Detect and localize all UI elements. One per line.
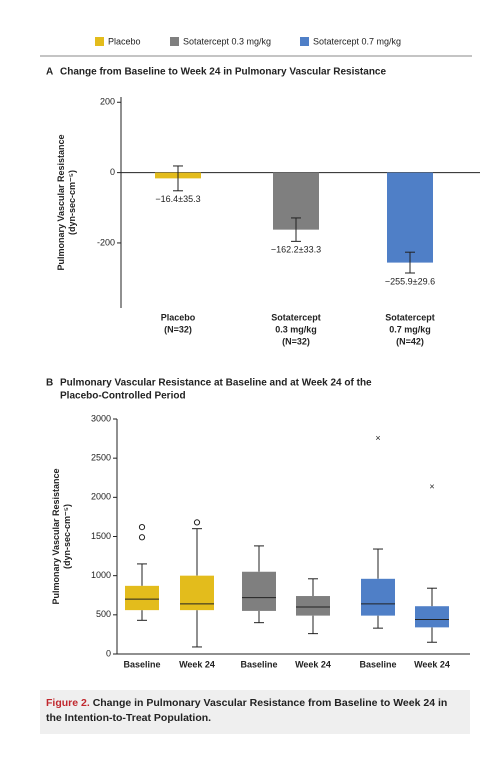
y-axis-label-line: Pulmonary Vascular Resistance <box>51 468 61 604</box>
chart-title: Change from Baseline to Week 24 in Pulmo… <box>60 67 386 78</box>
x-tick-label: Week 24 <box>414 659 450 669</box>
chart-title: Placebo-Controlled Period <box>60 391 186 402</box>
value-label: −16.4±35.3 <box>155 194 200 204</box>
x-tick-label: Placebo <box>161 312 196 322</box>
legend-label: Sotatercept 0.7 mg/kg <box>313 36 401 46</box>
legend-swatch <box>170 37 179 46</box>
value-label: −255.9±29.6 <box>385 276 435 286</box>
chart-title: Pulmonary Vascular Resistance at Baselin… <box>60 378 372 389</box>
y-axis-label: Pulmonary Vascular Resistance(dyn-sec-cm… <box>51 468 72 604</box>
x-tick-label: Baseline <box>240 659 277 669</box>
box <box>296 596 330 616</box>
outlier: × <box>429 482 434 492</box>
box <box>125 585 159 611</box>
y-axis-label-line: (dyn-sec-cm⁻⁵) <box>62 504 72 569</box>
outlier <box>138 534 146 541</box>
box <box>415 606 449 628</box>
outlier <box>193 519 201 526</box>
outlier <box>138 524 146 531</box>
y-tick-label: 1000 <box>91 570 111 580</box>
y-tick-label: 500 <box>96 609 111 619</box>
y-axis-label-line: Pulmonary Vascular Resistance <box>56 134 66 270</box>
x-tick-label: Baseline <box>123 659 160 669</box>
caption-text: Change in Pulmonary Vascular Resistance … <box>46 697 448 724</box>
caption: Figure 2. Change in Pulmonary Vascular R… <box>40 690 470 734</box>
panel-label: B <box>46 378 53 389</box>
legend-swatch <box>95 37 104 46</box>
box <box>180 575 214 611</box>
x-tick-label: (N=32) <box>282 336 310 346</box>
bar <box>387 172 433 263</box>
x-tick-label: (N=42) <box>396 336 424 346</box>
x-tick-label: Week 24 <box>179 659 215 669</box>
x-tick-label: Baseline <box>359 659 396 669</box>
x-tick-label: Sotatercept <box>385 312 435 322</box>
x-tick-label: Week 24 <box>295 659 331 669</box>
y-tick-label: 1500 <box>91 531 111 541</box>
y-tick-label: 3000 <box>91 413 111 423</box>
x-tick-label: 0.3 mg/kg <box>275 324 317 334</box>
outlier: × <box>375 433 380 443</box>
legend-swatch <box>300 37 309 46</box>
value-label: −162.2±33.3 <box>271 245 321 255</box>
y-tick-label: 0 <box>110 167 115 177</box>
x-tick-label: 0.7 mg/kg <box>389 324 431 334</box>
box <box>242 571 276 611</box>
y-tick-label: 200 <box>100 97 115 107</box>
x-tick-label: Sotatercept <box>271 312 321 322</box>
y-axis-label: Pulmonary Vascular Resistance(dyn-sec-cm… <box>56 134 77 270</box>
y-axis-label-line: (dyn-sec-cm⁻⁵) <box>67 170 77 235</box>
figure: Placebo Sotatercept 0.3 mg/kg Sotatercept … <box>40 36 480 669</box>
caption-label: Figure 2. <box>46 697 90 709</box>
y-tick-label: 0 <box>106 648 111 658</box>
y-tick-label: 2000 <box>91 492 111 502</box>
y-tick-label: 2500 <box>91 453 111 463</box>
legend-label: Sotatercept 0.3 mg/kg <box>183 36 271 46</box>
panel-label: A <box>46 67 53 78</box>
box <box>361 578 395 616</box>
x-tick-label: (N=32) <box>164 324 192 334</box>
y-tick-label: -200 <box>97 237 115 247</box>
legend-label: Placebo <box>108 36 141 46</box>
